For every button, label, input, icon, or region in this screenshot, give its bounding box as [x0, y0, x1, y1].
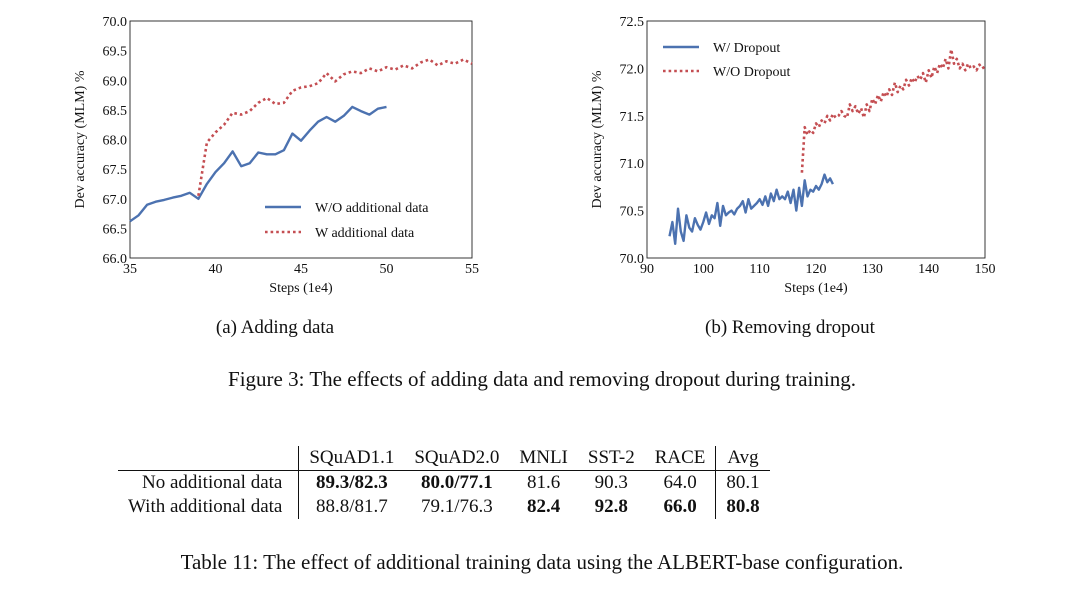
legend-label: W/O Dropout	[713, 65, 790, 80]
table-cell: 89.3/82.3	[315, 472, 388, 493]
y-tick-label: 69.5	[103, 45, 128, 60]
x-tick-label: 35	[123, 262, 137, 277]
x-tick-label: 120	[806, 262, 827, 277]
y-tick-label: 66.0	[103, 252, 128, 267]
x-axis-label: Steps (1e4)	[784, 281, 848, 296]
x-tick-label: 40	[209, 262, 223, 277]
x-tick-label: 50	[380, 262, 394, 277]
col-header-sst2: SST-2	[577, 446, 645, 471]
y-tick-label: 68.0	[103, 134, 128, 149]
y-tick-label: 67.0	[103, 193, 128, 208]
table-row: No additional data 89.3/82.3 80.0/77.1 8…	[118, 470, 770, 495]
col-header-squad11: SQuAD1.1	[298, 446, 405, 471]
table-cell: 64.0	[663, 472, 697, 493]
table-row: With additional data 88.8/81.7 79.1/76.3…	[118, 495, 770, 519]
y-tick-label: 71.0	[620, 157, 645, 172]
y-tick-label: 68.5	[103, 104, 128, 119]
series-line-dotted	[800, 48, 986, 173]
table-corner-cell	[118, 446, 300, 471]
y-tick-label: 66.5	[103, 222, 128, 237]
x-tick-label: 140	[918, 262, 939, 277]
chart-removing-dropout: 90 100 110 120 130 140 150 70.0 70.5 71.0 71.5 72.0…	[590, 15, 996, 338]
x-tick-label: 55	[465, 262, 479, 277]
table-cell: 79.1/76.3	[420, 496, 493, 517]
x-tick-label: 100	[693, 262, 714, 277]
y-tick-label: 69.0	[103, 74, 128, 89]
x-tick-label: 90	[640, 262, 654, 277]
figure-3: 35 40 45 50 55 66.0 66.5 67.0 67.5 68.0 68.5 69.0 69…	[73, 15, 996, 338]
row-label: With additional data	[118, 495, 300, 519]
table-cell: 92.8	[594, 496, 628, 517]
x-tick-label: 130	[862, 262, 883, 277]
legend: W/O additional data W additional data	[265, 201, 429, 241]
table-cell: 88.8/81.7	[315, 496, 388, 517]
series-line-dotted	[197, 58, 473, 197]
y-tick-label: 70.0	[620, 252, 645, 267]
legend: W/ Dropout W/O Dropout	[663, 41, 790, 80]
col-header-avg: Avg	[715, 446, 770, 471]
y-tick-label: 72.5	[620, 15, 645, 30]
x-tick-label: 110	[749, 262, 769, 277]
table-header-row: SQuAD1.1 SQuAD2.0 MNLI SST-2 RACE Avg	[118, 446, 770, 471]
legend-label: W additional data	[315, 226, 415, 241]
y-axis-label: Dev accuracy (MLM) %	[73, 70, 88, 208]
subfigure-caption: (a) Adding data	[216, 317, 335, 338]
y-tick-label: 70.0	[103, 15, 128, 30]
table-cell: 80.8	[715, 495, 770, 519]
table-cell: 66.0	[663, 496, 697, 517]
table-cell: 81.6	[526, 472, 561, 493]
x-tick-label: 45	[294, 262, 308, 277]
x-axis-label: Steps (1e4)	[269, 281, 333, 296]
table-cell: 82.4	[526, 496, 561, 517]
y-axis-label: Dev accuracy (MLM) %	[590, 70, 605, 208]
plot-frame	[129, 20, 473, 259]
legend-label: W/O additional data	[315, 201, 429, 216]
series-line-solid	[129, 105, 387, 223]
col-header-race: RACE	[644, 446, 716, 471]
table-caption: Table 11: The effect of additional train…	[180, 550, 904, 574]
chart-adding-data: 35 40 45 50 55 66.0 66.5 67.0 67.5 68.0 68.5 69.0 69…	[73, 15, 479, 338]
table-cell: 90.3	[594, 472, 628, 493]
y-tick-label: 67.5	[103, 163, 128, 178]
col-header-squad20: SQuAD2.0	[404, 446, 510, 471]
legend-label: W/ Dropout	[713, 41, 780, 56]
plot-frame	[646, 20, 986, 259]
y-tick-label: 71.5	[620, 110, 645, 125]
y-tick-label: 70.5	[620, 205, 645, 220]
row-label: No additional data	[118, 470, 300, 495]
table-cell: 80.1	[715, 470, 770, 495]
x-tick-label: 150	[975, 262, 996, 277]
subfigure-caption: (b) Removing dropout	[705, 317, 876, 338]
table-cell: 80.0/77.1	[420, 472, 493, 493]
figure-caption: Figure 3: The effects of adding data and…	[228, 367, 856, 391]
y-tick-label: 72.0	[620, 62, 645, 77]
series-line-solid	[668, 173, 834, 246]
results-table: SQuAD1.1 SQuAD2.0 MNLI SST-2 RACE Avg No…	[118, 446, 770, 519]
col-header-mnli: MNLI	[509, 446, 578, 471]
